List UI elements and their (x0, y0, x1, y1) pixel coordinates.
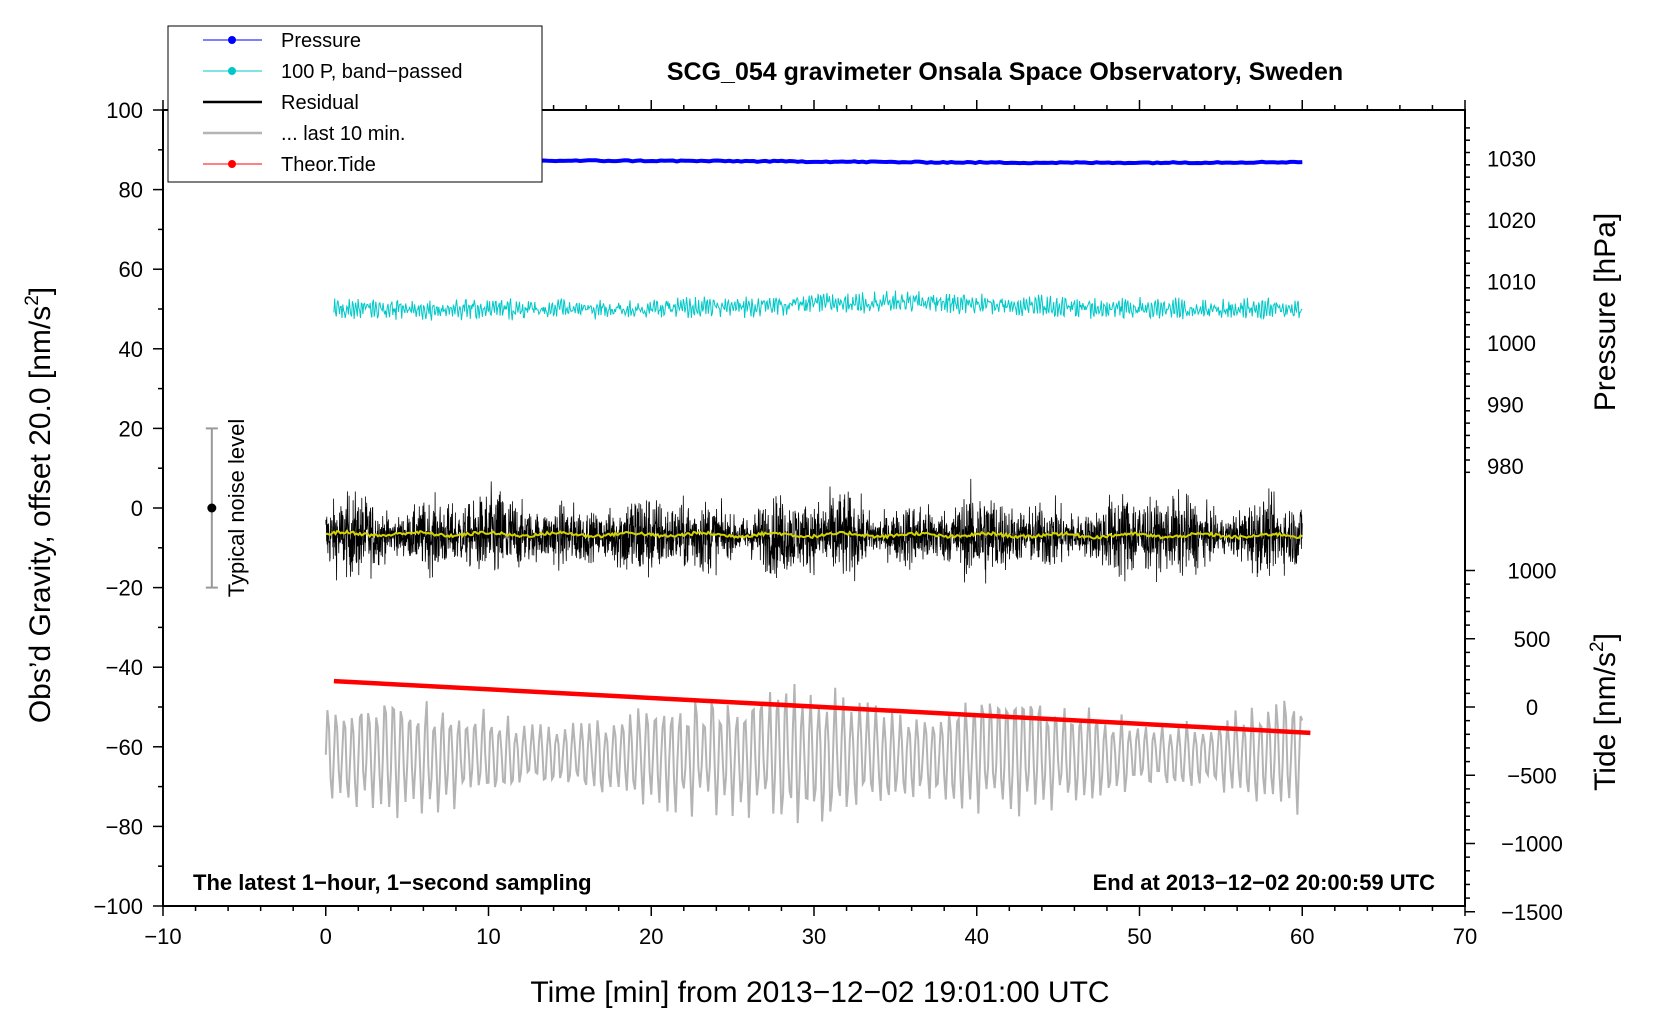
y-tick-label: −40 (106, 655, 143, 680)
x-axis-label: Time [min] from 2013−12−02 19:01:00 UTC (530, 976, 1109, 1009)
tide-tick-label: 1000 (1508, 559, 1557, 584)
legend-label: Residual (281, 92, 359, 114)
series-pressure-bandpassed (333, 290, 1303, 321)
tide-tick-label: −500 (1507, 763, 1557, 788)
pressure-tick-label: 980 (1487, 454, 1524, 479)
series-residual-smoothed (325, 529, 1303, 541)
x-tick-label: −10 (144, 924, 181, 949)
series-residual (325, 478, 1303, 584)
tide-tick-label: −1500 (1501, 900, 1563, 925)
y-tick-label: 40 (119, 337, 143, 362)
axes-layer: −10 0 10 20 30 40 50 60 70−100−80−60−40−20020406… (93, 98, 1562, 949)
legend-label: Pressure (281, 30, 361, 52)
legend-marker (228, 36, 236, 44)
y-tick-label: −20 (106, 576, 143, 601)
chart-title: SCG_054 gravimeter Onsala Space Observat… (667, 58, 1343, 86)
series-last-10-min (324, 683, 1304, 824)
x-tick-label: 30 (802, 924, 826, 949)
series-layer (324, 158, 1311, 824)
y-tick-label: 60 (119, 257, 143, 282)
tide-tick-label: 0 (1526, 695, 1538, 720)
x-tick-label: 60 (1290, 924, 1314, 949)
pressure-tick-label: 1000 (1487, 331, 1536, 356)
y-axis-tide-label: Tide [nm/s2] (1587, 633, 1622, 791)
y-tick-label: 100 (106, 98, 143, 123)
x-tick-label: 0 (320, 924, 332, 949)
pressure-tick-label: 1020 (1487, 208, 1536, 233)
series-theor-tide (333, 678, 1311, 736)
y-tick-label: −60 (106, 735, 143, 760)
legend-marker (228, 67, 236, 75)
noise-bar-center-dot (207, 503, 217, 513)
tide-tick-label: −1000 (1501, 832, 1563, 857)
pressure-tick-label: 1010 (1487, 270, 1536, 295)
legend-label: 100 P, band−passed (281, 61, 462, 83)
pressure-tick-label: 990 (1487, 393, 1524, 418)
x-tick-label: 40 (965, 924, 989, 949)
tide-tick-label: 500 (1514, 627, 1551, 652)
y-tick-label: −80 (106, 814, 143, 839)
noise-level-bar (205, 427, 218, 589)
x-tick-label: 20 (639, 924, 663, 949)
x-tick-label: 50 (1127, 924, 1151, 949)
y-tick-label: 20 (119, 416, 143, 441)
x-tick-label: 10 (476, 924, 500, 949)
y-tick-label: −100 (93, 894, 143, 919)
y-axis-pressure-label: Pressure [hPa] (1589, 213, 1622, 411)
legend: Pressure 100 P, band−passed Residual ... la… (167, 25, 543, 183)
x-tick-label: 70 (1453, 924, 1477, 949)
legend-box (167, 25, 543, 183)
y-axis-left-label: Obs’d Gravity, offset 20.0 [nm/s2] (22, 287, 57, 723)
legend-marker (228, 160, 236, 168)
annotation-sampling: The latest 1−hour, 1−second sampling (193, 870, 592, 895)
annotation-end-time: End at 2013−12−02 20:00:59 UTC (1093, 870, 1436, 895)
legend-label: Theor.Tide (281, 154, 376, 176)
noise-level-label: Typical noise level (224, 419, 249, 598)
y-tick-label: 0 (131, 496, 143, 521)
y-tick-label: 80 (119, 178, 143, 203)
pressure-tick-label: 1030 (1487, 147, 1536, 172)
legend-label: ... last 10 min. (281, 123, 406, 145)
